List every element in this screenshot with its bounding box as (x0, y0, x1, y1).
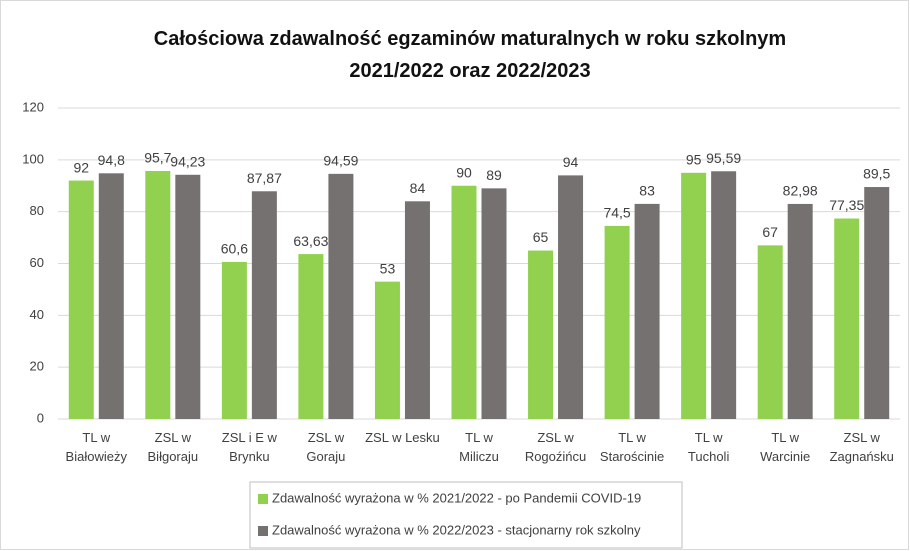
legend-label: Zdawalność wyrażona w % 2022/2023 - stac… (272, 522, 641, 537)
x-tick-label: ZSL w Biłgoraju (148, 430, 199, 464)
bar (451, 185, 477, 419)
legend-swatch (258, 494, 268, 504)
data-label: 89 (486, 167, 502, 183)
data-label: 82,98 (783, 183, 818, 199)
y-tick-label: 0 (37, 410, 44, 425)
bar (221, 261, 247, 419)
data-label: 89,5 (863, 166, 890, 182)
legend-label: Zdawalność wyrażona w % 2021/2022 - po P… (272, 490, 641, 505)
x-tick-label: TL w Warcinie (760, 430, 810, 464)
data-label: 95 (686, 151, 702, 167)
legend-box (249, 481, 683, 549)
data-label: 92 (73, 159, 89, 175)
data-label: 77,35 (829, 197, 864, 213)
data-label: 94,23 (170, 153, 205, 169)
bar (481, 188, 507, 419)
chart-title: Całościowa zdawalność egzaminów maturaln… (154, 28, 786, 82)
data-label: 94 (563, 154, 579, 170)
bar (787, 203, 813, 419)
bar (298, 254, 324, 419)
x-tick-label: ZSL w Goraju (306, 430, 345, 464)
data-label: 94,8 (98, 152, 125, 168)
bar (681, 172, 707, 419)
data-label: 65 (533, 229, 549, 245)
bar (404, 201, 430, 419)
y-tick-label: 100 (22, 151, 44, 166)
data-label: 53 (380, 260, 396, 276)
bar (864, 187, 890, 419)
data-label: 83 (639, 183, 655, 199)
bar (604, 225, 630, 419)
x-tick-label: ZSL w Rogoźińcu (525, 430, 586, 464)
bar (711, 171, 737, 419)
data-label: 95,59 (706, 150, 741, 166)
data-label: 87,87 (247, 170, 282, 186)
y-tick-label: 120 (22, 99, 44, 114)
y-tick-label: 20 (30, 359, 44, 374)
data-label: 94,59 (323, 153, 358, 169)
bar (374, 281, 400, 419)
bar (68, 180, 94, 419)
bar (528, 250, 554, 419)
x-tick-label: TL w Tucholi (688, 430, 730, 464)
data-label: 74,5 (603, 205, 630, 221)
data-label: 95,7 (144, 150, 171, 166)
data-label: 60,6 (221, 241, 248, 257)
bar (757, 245, 783, 419)
data-label: 84 (410, 180, 426, 196)
x-tick-label: ZSL i E w Brynku (222, 430, 278, 464)
data-label: 63,63 (293, 233, 328, 249)
bar (834, 218, 860, 419)
bar (558, 175, 584, 419)
bar (175, 174, 201, 419)
y-tick-label: 40 (30, 307, 44, 322)
legend-swatch (258, 526, 268, 536)
x-tick-label: ZSL w Zagnańsku (830, 430, 894, 464)
bar (634, 203, 660, 419)
data-label: 90 (456, 164, 472, 180)
data-label: 67 (762, 224, 778, 240)
y-tick-label: 60 (30, 255, 44, 270)
x-tick-label: TL w Białowieży (66, 430, 128, 464)
bar (328, 173, 354, 419)
bar (98, 173, 124, 419)
bar (145, 170, 171, 419)
x-tick-label: TL w Starościnie (600, 430, 664, 464)
bar (251, 191, 277, 419)
x-tick-label: TL w Miliczu (459, 430, 499, 464)
x-tick-label: ZSL w Lesku (365, 430, 440, 445)
y-tick-label: 80 (30, 203, 44, 218)
